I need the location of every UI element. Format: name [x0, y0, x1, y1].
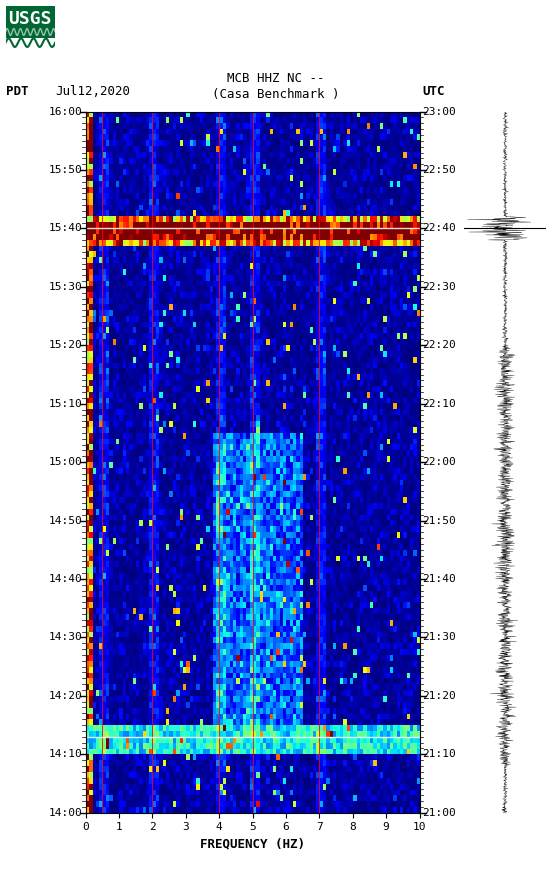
Text: 14:40: 14:40 [49, 574, 83, 584]
Text: 21:10: 21:10 [422, 749, 456, 759]
Text: 14:50: 14:50 [49, 515, 83, 526]
Text: 15:30: 15:30 [49, 282, 83, 292]
Text: 15:20: 15:20 [49, 340, 83, 350]
Text: USGS: USGS [9, 10, 52, 28]
Text: Jul12,2020: Jul12,2020 [55, 85, 130, 98]
Text: 16:00: 16:00 [49, 106, 83, 117]
Text: 21:40: 21:40 [422, 574, 456, 584]
Text: 15:00: 15:00 [49, 457, 83, 467]
Text: 14:20: 14:20 [49, 691, 83, 701]
FancyBboxPatch shape [6, 6, 55, 38]
Text: 21:30: 21:30 [422, 632, 456, 642]
Text: UTC: UTC [422, 85, 445, 98]
Text: 21:00: 21:00 [422, 807, 456, 818]
Text: 23:00: 23:00 [422, 106, 456, 117]
Text: 22:50: 22:50 [422, 165, 456, 175]
Text: 15:50: 15:50 [49, 165, 83, 175]
Text: 14:10: 14:10 [49, 749, 83, 759]
Text: (Casa Benchmark ): (Casa Benchmark ) [213, 88, 339, 101]
Text: MCB HHZ NC --: MCB HHZ NC -- [227, 71, 325, 85]
Text: 22:00: 22:00 [422, 457, 456, 467]
Text: 22:20: 22:20 [422, 340, 456, 350]
Text: 21:50: 21:50 [422, 515, 456, 526]
X-axis label: FREQUENCY (HZ): FREQUENCY (HZ) [200, 838, 305, 851]
Text: 22:30: 22:30 [422, 282, 456, 292]
Text: 22:10: 22:10 [422, 398, 456, 409]
Text: 15:40: 15:40 [49, 223, 83, 233]
Text: 14:30: 14:30 [49, 632, 83, 642]
Text: PDT: PDT [6, 85, 28, 98]
Text: 22:40: 22:40 [422, 223, 456, 233]
Text: 21:20: 21:20 [422, 691, 456, 701]
Text: 14:00: 14:00 [49, 807, 83, 818]
Text: 15:10: 15:10 [49, 398, 83, 409]
